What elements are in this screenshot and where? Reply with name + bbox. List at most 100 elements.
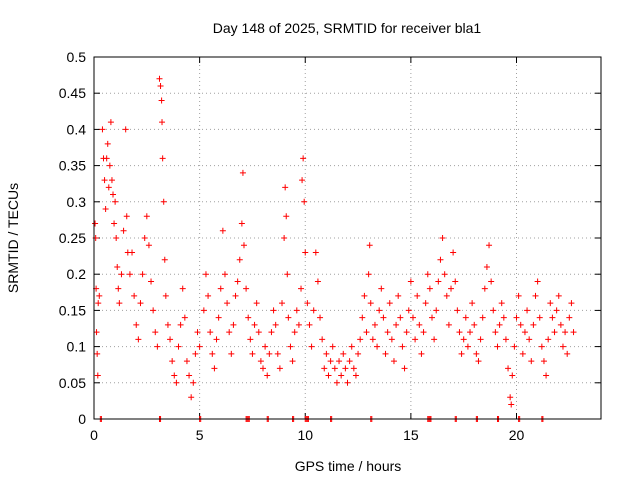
data-point — [101, 177, 108, 184]
data-point — [108, 177, 115, 184]
data-point — [549, 314, 556, 321]
data-point — [150, 307, 157, 314]
data-point — [374, 343, 381, 350]
data-point — [331, 365, 338, 372]
data-point — [382, 350, 389, 357]
data-point — [365, 271, 372, 278]
data-point — [298, 285, 305, 292]
data-point — [215, 314, 222, 321]
data-point — [122, 126, 129, 133]
data-point — [488, 278, 495, 285]
data-point — [162, 292, 169, 299]
data-point — [111, 220, 118, 227]
data-point — [371, 321, 378, 328]
data-point — [274, 350, 281, 357]
data-point — [145, 242, 152, 249]
data-point — [228, 350, 235, 357]
data-point — [262, 343, 269, 350]
data-point — [186, 372, 193, 379]
data-point — [346, 358, 353, 365]
data-point — [426, 285, 433, 292]
data-point — [243, 285, 250, 292]
data-point — [323, 350, 330, 357]
x-tick-label: 15 — [403, 427, 419, 443]
data-point — [420, 329, 427, 336]
data-point — [384, 329, 391, 336]
x-tick-label: 5 — [196, 427, 204, 443]
data-point — [160, 198, 167, 205]
data-point — [105, 184, 112, 191]
data-point — [454, 307, 461, 314]
data-point — [120, 227, 127, 234]
data-point — [460, 336, 467, 343]
data-point — [429, 314, 435, 321]
data-point — [152, 329, 159, 336]
data-point — [107, 119, 114, 126]
data-point — [388, 336, 395, 343]
data-point — [494, 343, 501, 350]
data-point — [538, 343, 545, 350]
data-point — [551, 329, 558, 336]
data-point — [226, 329, 233, 336]
data-point — [282, 184, 289, 191]
data-point — [458, 350, 465, 357]
data-point — [179, 285, 186, 292]
data-point — [247, 336, 254, 343]
data-point — [555, 292, 562, 299]
data-point — [414, 292, 421, 299]
data-point — [257, 358, 264, 365]
data-point — [209, 350, 216, 357]
data-point — [217, 285, 224, 292]
data-point — [380, 314, 387, 321]
data-point — [299, 177, 306, 184]
data-point — [342, 365, 349, 372]
data-point — [143, 213, 150, 220]
data-point — [409, 314, 416, 321]
data-point — [547, 300, 554, 307]
data-point — [433, 307, 440, 314]
data-point — [94, 372, 101, 379]
data-points — [92, 75, 577, 422]
data-point — [114, 263, 121, 270]
grid — [94, 57, 601, 419]
data-point — [352, 372, 359, 379]
data-point — [401, 365, 408, 372]
data-point — [492, 329, 499, 336]
data-point — [196, 343, 203, 350]
data-point — [317, 314, 324, 321]
y-tick-label: 0.2 — [67, 266, 87, 282]
data-point — [509, 372, 516, 379]
data-point — [266, 350, 273, 357]
data-point — [211, 365, 218, 372]
data-point — [116, 300, 123, 307]
data-point — [481, 285, 488, 292]
data-point — [407, 278, 414, 285]
data-point — [173, 379, 180, 386]
data-point — [452, 278, 459, 285]
data-point — [498, 300, 505, 307]
data-point — [443, 292, 450, 299]
y-tick-label: 0.15 — [59, 302, 86, 318]
data-point — [157, 82, 164, 89]
data-point — [319, 336, 326, 343]
data-point — [399, 343, 406, 350]
data-point — [194, 329, 201, 336]
data-point — [397, 314, 404, 321]
data-point — [177, 321, 184, 328]
data-point — [99, 126, 106, 133]
data-point — [289, 358, 296, 365]
data-point — [473, 350, 480, 357]
data-point — [329, 343, 336, 350]
data-point — [283, 213, 290, 220]
data-point — [159, 119, 166, 126]
data-point — [219, 227, 226, 234]
data-point — [534, 278, 541, 285]
data-point — [159, 155, 166, 162]
data-point — [367, 300, 374, 307]
data-point — [439, 235, 446, 241]
data-point — [393, 321, 400, 328]
data-point — [464, 343, 471, 350]
data-point — [171, 372, 178, 379]
data-point — [559, 343, 566, 350]
data-point — [202, 271, 209, 278]
